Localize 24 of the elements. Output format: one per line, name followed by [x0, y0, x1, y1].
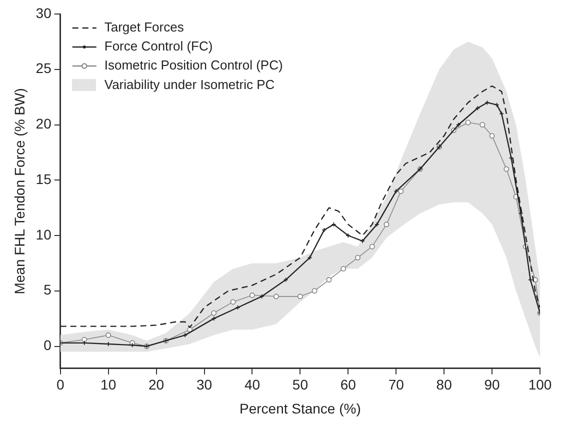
- annotation: Variability under Isometric PC: [104, 77, 275, 92]
- y-axis-title: Mean FHL Tendon Force (% BW): [11, 88, 28, 294]
- legend-label: Isometric Position Control (PC): [104, 58, 283, 73]
- y-tick-label: 30: [36, 4, 52, 21]
- x-tick-label: 30: [196, 376, 212, 393]
- y-tick-label: 0: [44, 337, 52, 354]
- x-tick-label: 70: [388, 376, 404, 393]
- x-tick-label: 40: [244, 376, 260, 393]
- y-tick-label: 10: [36, 226, 52, 242]
- x-tick-label: 0: [56, 376, 64, 393]
- y-tick-label: 20: [36, 116, 52, 132]
- legend-label: Target Forces: [104, 20, 184, 35]
- y-tick-label: 25: [36, 60, 52, 76]
- y-tick-label: 5: [44, 282, 52, 298]
- x-axis-title: Percent Stance (%): [239, 400, 361, 416]
- x-tick-label: 100: [528, 376, 552, 393]
- x-tick-label: 20: [148, 376, 164, 393]
- x-tick-label: 10: [100, 376, 116, 393]
- legend-label: Force Control (FC): [104, 38, 213, 54]
- x-tick-label: 90: [484, 376, 500, 393]
- x-tick-label: 80: [436, 376, 452, 393]
- y-tick-label: 15: [36, 170, 52, 187]
- x-tick-label: 60: [340, 376, 356, 393]
- x-tick-label: 50: [292, 376, 308, 393]
